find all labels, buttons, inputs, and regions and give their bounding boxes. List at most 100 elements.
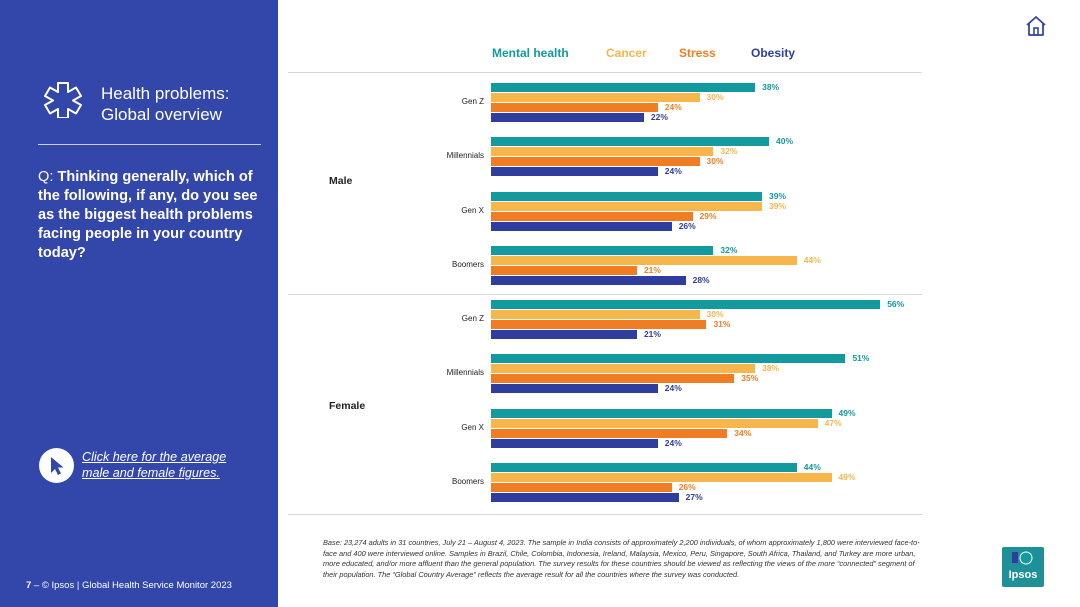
chart-top-rule [288,72,922,73]
bar-cancer [491,256,797,265]
data-label: 30% [706,309,724,319]
bar-stress [491,429,728,438]
legend-obesity: Obesity [751,46,796,60]
cursor-button[interactable] [39,448,74,483]
data-label: 28% [692,275,710,285]
footer: 7 – © Ipsos | Global Health Service Moni… [26,580,232,591]
group-separator [288,294,922,295]
chart-bottom-rule [288,514,922,515]
category-label: Millennials [446,151,484,160]
legend-stress: Stress [679,46,716,60]
data-label: 39% [769,191,787,201]
data-label: 31% [713,319,731,329]
bar-obesity [491,330,637,339]
bar-cancer [491,93,700,102]
question-text: Thinking generally, which of the followi… [38,169,258,261]
category-label: Gen X [461,423,484,432]
bar-obesity [491,384,658,393]
data-label: 27% [685,492,703,502]
sidebar: Health problems: Global overview Q: Thin… [0,0,278,607]
data-label: 34% [734,428,752,438]
group-label-male: Male [329,175,353,187]
bar-mental-health [491,137,769,146]
title-line-2: Global overview [101,105,222,124]
data-label: 32% [720,245,738,255]
logo-mark-icon [1012,551,1033,565]
group-label-female: Female [329,400,366,412]
data-label: 47% [824,418,842,428]
data-label: 30% [706,156,724,166]
bar-mental-health [491,192,763,201]
cursor-arrow-icon [51,457,64,475]
average-figures-link[interactable]: Click here for the average male and fema… [82,450,227,480]
data-label: 26% [678,221,696,231]
footer-copyright: – © Ipsos | Global Health Service Monito… [31,580,232,591]
title-line-1: Health problems: [101,84,230,103]
bar-obesity [491,493,679,502]
bar-stress [491,212,693,221]
question-prefix: Q: [38,169,58,185]
data-label: 44% [803,255,821,265]
bar-mental-health [491,354,846,363]
bar-mental-health [491,409,832,418]
bar-obesity [491,222,672,231]
data-label: 49% [838,408,856,418]
bar-cancer [491,202,763,211]
category-label: Gen Z [461,97,484,106]
ipsos-logo: Ipsos [1002,547,1044,587]
bar-stress [491,266,637,275]
legend-mental-health: Mental health [492,46,569,60]
data-label: 22% [650,112,668,122]
bar-cancer [491,364,756,373]
data-label: 24% [664,166,682,176]
bar-mental-health [491,246,714,255]
bar-obesity [491,439,658,448]
bar-stress [491,374,735,383]
bar-stress [491,103,658,112]
bar-mental-health [491,300,881,309]
logo-text: Ipsos [1008,569,1038,581]
bar-cancer [491,473,832,482]
bar-stress [491,483,672,492]
category-label: Boomers [451,260,484,269]
data-label: 39% [769,201,787,211]
data-label: 24% [664,438,682,448]
bar-mental-health [491,83,756,92]
data-label: 29% [699,211,717,221]
data-label: 35% [741,373,759,383]
home-icon[interactable] [1025,15,1047,37]
page-number: 7 [26,580,32,591]
data-label: 32% [720,146,738,156]
data-label: 21% [643,329,661,339]
page-title: Health problems: Global overview [101,83,230,125]
bar-obesity [491,113,644,122]
bar-cancer [491,419,818,428]
data-label: 38% [762,363,780,373]
category-label: Millennials [446,368,484,377]
bar-stress [491,157,700,166]
data-label: 30% [706,92,724,102]
data-label: 24% [664,102,682,112]
data-label: 40% [776,136,794,146]
data-label: 38% [762,82,780,92]
data-label: 26% [678,482,696,492]
medical-cross-icon [44,82,82,118]
bar-cancer [491,147,714,156]
base-note: Base: 23,274 adults in 31 countries, Jul… [323,538,920,579]
category-label: Boomers [451,477,484,486]
data-label: 24% [664,383,682,393]
data-label: 49% [838,472,856,482]
survey-question: Q: Thinking generally, which of the foll… [38,168,263,263]
category-label: Gen X [461,206,484,215]
bar-stress [491,320,707,329]
data-label: 21% [643,265,661,275]
data-label: 51% [852,353,870,363]
category-label: Gen Z [461,314,484,323]
bar-obesity [491,276,686,285]
legend-cancer: Cancer [606,46,647,60]
data-label: 44% [803,462,821,472]
sidebar-divider [38,144,261,145]
bar-obesity [491,167,658,176]
bar-cancer [491,310,700,319]
data-label: 56% [887,299,905,309]
